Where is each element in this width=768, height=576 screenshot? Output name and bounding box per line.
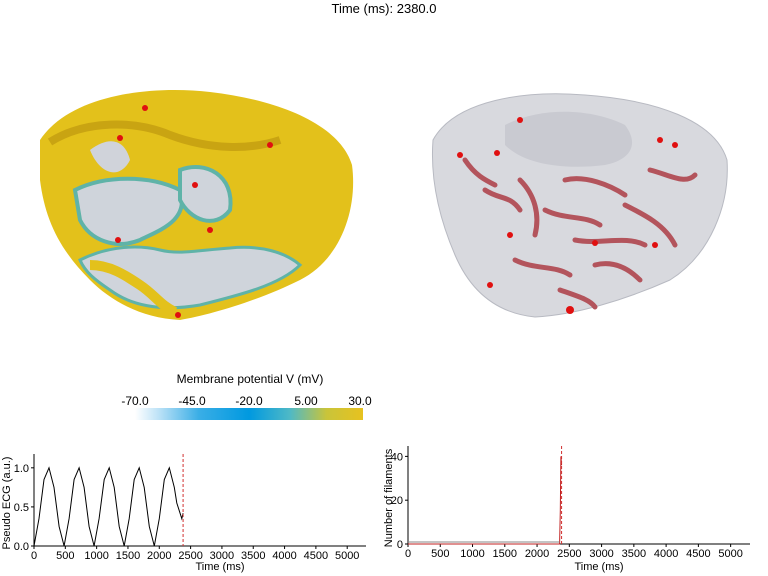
y-tick-label: 40 [391,451,403,463]
x-tick-label: 3000 [589,548,613,560]
x-tick-label: 0 [31,550,37,562]
x-tick-label: 2500 [557,548,581,560]
x-tick-label: 2000 [525,548,549,560]
x-tick-label: 0 [405,548,411,560]
colorbar-tick: 5.00 [294,394,318,408]
ecg-plot: 0 500 1000 1500 2000 2500 3000 3500 4000 4500 5000… [1,454,366,573]
x-tick-label: 1000 [84,550,108,562]
x-tick-label: 4000 [272,550,296,562]
y-tick-label: 0 [397,539,403,551]
x-tick-label: 500 [56,550,74,562]
y-tick-label: 0.5 [14,502,29,514]
y-tick-label: 0.0 [14,541,29,553]
colorbar-tick: 30.0 [348,394,372,408]
x-tick-label: 3000 [210,550,234,562]
y-tick-label: 1.0 [14,463,29,475]
x-tick-label: 500 [431,548,449,560]
colorbar-tick: -20.0 [235,394,263,408]
x-tick-label: 2000 [147,550,171,562]
x-tick-label: 3500 [241,550,265,562]
time-label: Time (ms): 2380.0 [331,1,437,16]
colorbar-tick: -70.0 [121,394,149,408]
series-line [33,466,184,547]
x-tick-label: 2500 [178,550,202,562]
colorbar-tick: -45.0 [178,394,206,408]
x-tick-label: 1500 [493,548,517,560]
y-axis-label: Pseudo ECG (a.u.) [1,457,13,550]
x-tick-label: 4500 [304,550,328,562]
x-axis-label: Time (ms) [574,561,623,573]
x-tick-label: 5000 [335,550,359,562]
series-line [408,456,563,545]
colorbar-gradient [135,408,363,420]
x-axis-label: Time (ms) [195,561,244,573]
y-axis-label: Number of filaments [384,448,395,547]
x-tick-label: 3500 [622,548,646,560]
x-tick-label: 1500 [116,550,140,562]
colorbar-title: Membrane potential V (mV) [176,372,324,386]
x-tick-label: 5000 [718,548,742,560]
filament-count-plot: 0 500 1000 1500 2000 2500 3000 3500 4000 4500 5000… [384,446,750,573]
x-tick-label: 4500 [686,548,710,560]
x-tick-label: 4000 [654,548,678,560]
heart-filament-view [431,93,728,318]
x-tick-label: 1000 [460,548,484,560]
heart-voltage-view [40,89,354,320]
y-tick-label: 20 [391,495,403,507]
